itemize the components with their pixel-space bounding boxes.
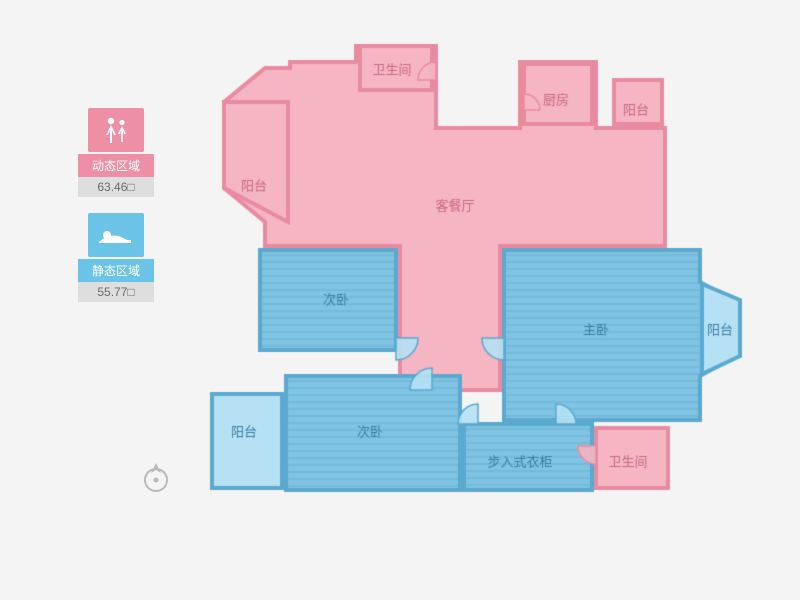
legend-dynamic-value: 63.46□ [78,177,154,197]
legend-static-title: 静态区域 [78,259,154,282]
legend-static-value: 55.77□ [78,282,154,302]
legend-static: 静态区域 55.77□ [78,213,154,302]
sleep-icon [88,213,144,257]
compass-icon [138,460,174,496]
legend-dynamic: 动态区域 63.46□ [78,108,154,197]
legend-dynamic-title: 动态区域 [78,154,154,177]
legend: 动态区域 63.46□ 静态区域 55.77□ [78,108,154,318]
people-icon [88,108,144,152]
